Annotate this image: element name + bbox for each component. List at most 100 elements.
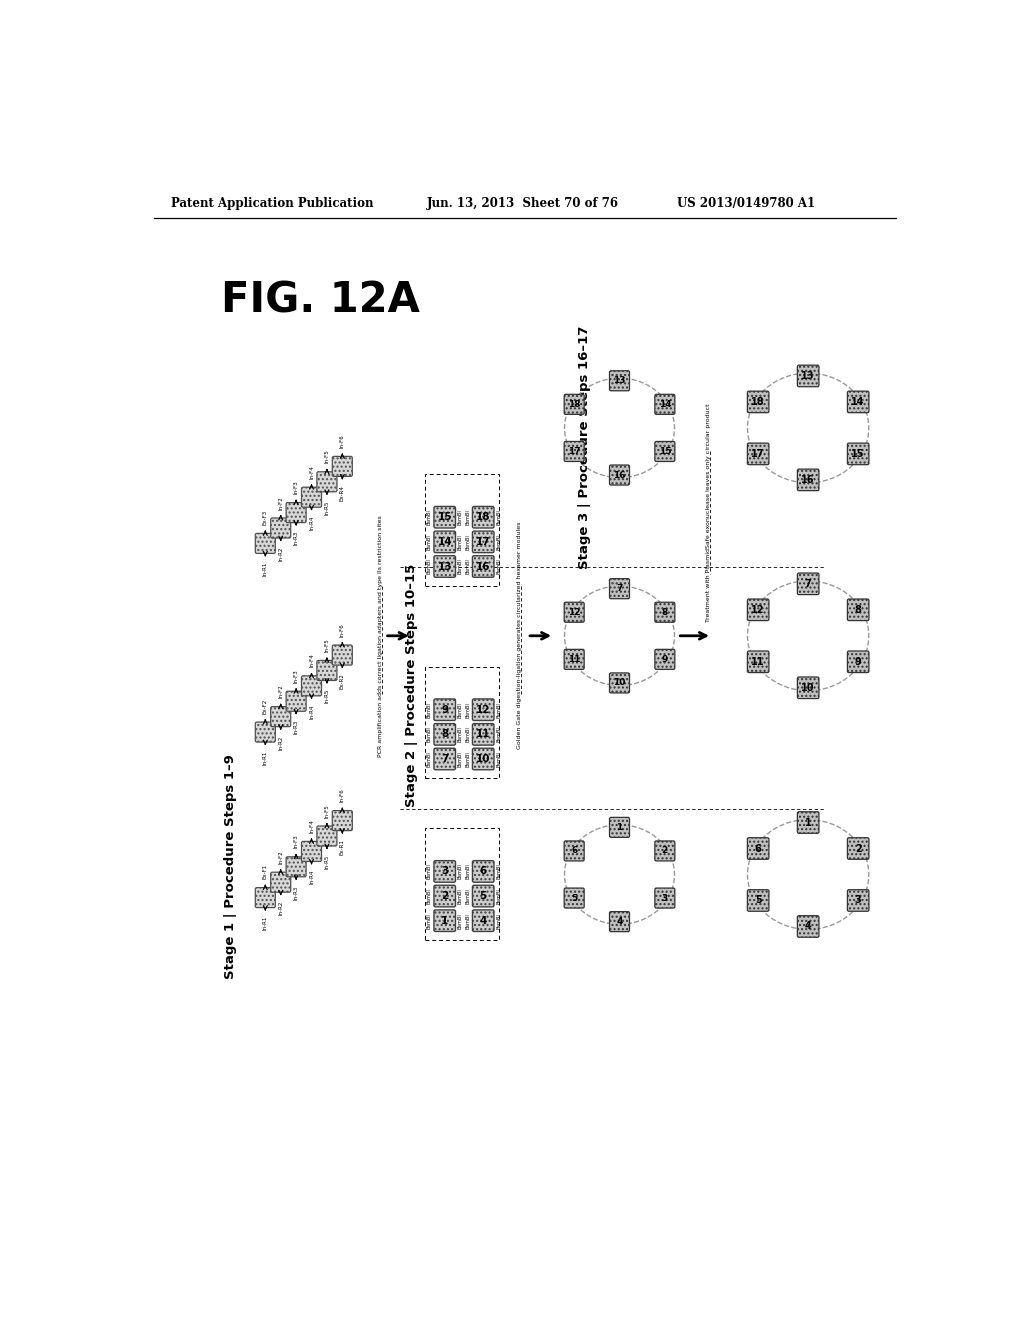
FancyBboxPatch shape: [798, 916, 819, 937]
FancyBboxPatch shape: [270, 706, 291, 726]
FancyBboxPatch shape: [798, 573, 819, 594]
Text: 18: 18: [476, 512, 490, 523]
Text: BsmBI: BsmBI: [427, 912, 432, 929]
FancyBboxPatch shape: [255, 887, 275, 908]
FancyBboxPatch shape: [434, 700, 456, 721]
FancyBboxPatch shape: [434, 886, 456, 907]
Text: 8: 8: [662, 607, 668, 616]
Text: BsmBI: BsmBI: [465, 558, 470, 574]
Text: In-R2: In-R2: [279, 900, 284, 915]
Text: In-F3: In-F3: [294, 669, 299, 682]
FancyBboxPatch shape: [333, 645, 352, 665]
Text: BsmBI: BsmBI: [465, 726, 470, 742]
Text: BsmBI: BsmBI: [458, 888, 463, 904]
Text: 14: 14: [851, 397, 865, 407]
Text: In-R1: In-R1: [263, 916, 268, 931]
FancyBboxPatch shape: [472, 723, 494, 744]
Text: 16: 16: [802, 475, 815, 484]
Text: US 2013/0149780 A1: US 2013/0149780 A1: [677, 197, 815, 210]
Text: In-R5: In-R5: [325, 500, 330, 515]
FancyBboxPatch shape: [564, 888, 584, 908]
Text: 4: 4: [616, 917, 623, 927]
FancyBboxPatch shape: [434, 748, 456, 770]
Text: BsmBI: BsmBI: [427, 863, 432, 879]
FancyBboxPatch shape: [434, 723, 456, 744]
Text: 5: 5: [755, 895, 762, 906]
FancyBboxPatch shape: [748, 599, 769, 620]
Text: BsmBI: BsmBI: [496, 702, 501, 718]
Text: BsmBI: BsmBI: [427, 533, 432, 550]
Text: 8: 8: [855, 605, 861, 615]
Text: In-R4: In-R4: [309, 516, 314, 531]
Text: BsmBI: BsmBI: [465, 533, 470, 550]
FancyBboxPatch shape: [609, 912, 630, 932]
Text: Ex-R4: Ex-R4: [340, 484, 345, 500]
Text: 11: 11: [568, 655, 581, 664]
Text: 12: 12: [752, 605, 765, 615]
FancyBboxPatch shape: [333, 457, 352, 477]
FancyBboxPatch shape: [609, 578, 630, 599]
Text: BsmBI: BsmBI: [496, 510, 501, 525]
FancyBboxPatch shape: [286, 503, 306, 523]
FancyBboxPatch shape: [748, 651, 769, 673]
FancyBboxPatch shape: [564, 441, 584, 462]
Text: 6: 6: [479, 866, 486, 876]
Text: BsmBI: BsmBI: [465, 702, 470, 718]
Text: 14: 14: [658, 400, 671, 409]
Text: BsmBI: BsmBI: [496, 558, 501, 574]
FancyBboxPatch shape: [434, 531, 456, 553]
FancyBboxPatch shape: [472, 531, 494, 553]
Text: BsmBI: BsmBI: [496, 726, 501, 742]
Text: In-F2: In-F2: [279, 850, 284, 863]
Text: 4: 4: [479, 916, 486, 925]
Text: 9: 9: [662, 655, 668, 664]
FancyBboxPatch shape: [255, 722, 275, 742]
Text: BsmBI: BsmBI: [496, 533, 501, 550]
FancyBboxPatch shape: [848, 391, 869, 413]
Text: In-R5: In-R5: [325, 689, 330, 704]
Text: BsmBI: BsmBI: [465, 863, 470, 879]
Text: In-F5: In-F5: [325, 639, 330, 652]
FancyBboxPatch shape: [301, 676, 322, 696]
Text: Jun. 13, 2013  Sheet 70 of 76: Jun. 13, 2013 Sheet 70 of 76: [427, 197, 620, 210]
FancyBboxPatch shape: [564, 841, 584, 861]
Text: 17: 17: [752, 449, 765, 459]
FancyBboxPatch shape: [316, 660, 337, 681]
Text: In-R3: In-R3: [294, 531, 299, 545]
Text: Treatment with PlasmidSafe exonuclease leaves only circular product: Treatment with PlasmidSafe exonuclease l…: [706, 404, 711, 622]
Text: BsmBI: BsmBI: [496, 888, 501, 904]
Text: 6: 6: [755, 843, 762, 854]
Text: 10: 10: [802, 682, 815, 693]
Text: In-F6: In-F6: [340, 623, 345, 636]
FancyBboxPatch shape: [564, 395, 584, 414]
Text: In-F4: In-F4: [309, 653, 314, 668]
FancyBboxPatch shape: [472, 748, 494, 770]
FancyBboxPatch shape: [301, 487, 322, 507]
FancyBboxPatch shape: [654, 395, 675, 414]
Text: In-R4: In-R4: [309, 870, 314, 884]
Text: In-F3: In-F3: [294, 834, 299, 849]
FancyBboxPatch shape: [434, 507, 456, 528]
FancyBboxPatch shape: [609, 673, 630, 693]
Text: 2: 2: [855, 843, 861, 854]
Text: Stage 3 | Procedure Steps 16–17: Stage 3 | Procedure Steps 16–17: [579, 326, 592, 569]
FancyBboxPatch shape: [798, 366, 819, 387]
Text: Ex-F3: Ex-F3: [263, 510, 268, 525]
Text: In-R1: In-R1: [263, 751, 268, 764]
Text: 13: 13: [802, 371, 815, 381]
Text: 10: 10: [476, 754, 490, 764]
FancyBboxPatch shape: [609, 465, 630, 484]
FancyBboxPatch shape: [434, 861, 456, 882]
Text: 16: 16: [613, 470, 626, 479]
Text: FIG. 12A: FIG. 12A: [221, 280, 420, 322]
FancyBboxPatch shape: [748, 391, 769, 413]
FancyBboxPatch shape: [270, 873, 291, 892]
Text: BsmBI: BsmBI: [458, 912, 463, 929]
FancyBboxPatch shape: [654, 649, 675, 669]
FancyBboxPatch shape: [654, 888, 675, 908]
Text: Stage 2 | Procedure Steps 10–15: Stage 2 | Procedure Steps 10–15: [406, 564, 418, 808]
FancyBboxPatch shape: [564, 649, 584, 669]
Text: 4: 4: [805, 921, 812, 932]
Text: In-F6: In-F6: [340, 788, 345, 803]
Text: BsmBI: BsmBI: [496, 912, 501, 929]
